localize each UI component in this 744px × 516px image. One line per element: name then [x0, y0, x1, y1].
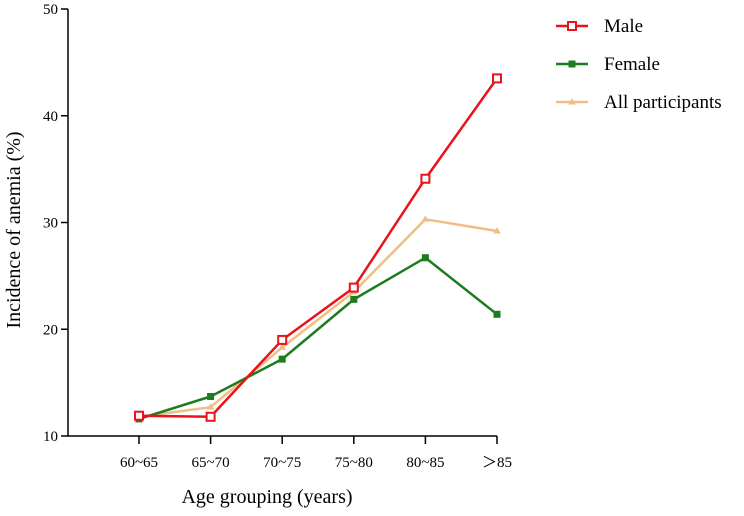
y-axis-title: Incidence of anemia (%): [3, 131, 25, 328]
data-point: [567, 21, 577, 31]
data-point: [421, 254, 429, 262]
x-axis-title: Age grouping (years): [181, 486, 352, 508]
series-line: [138, 256, 498, 421]
x-tick-label: 70~75: [263, 455, 301, 471]
axes: 10 20 30 40 50 60~65 65~70 70~75 75~80 80~85 ＞85: [43, 2, 512, 471]
data-point: [420, 173, 431, 184]
data-point: [568, 60, 576, 68]
series-line: [138, 218, 498, 419]
legend-label: All participants: [604, 92, 722, 113]
x-tick-label: 65~70: [192, 455, 230, 471]
series-layer: [134, 73, 502, 423]
legend-item-female: Female: [556, 54, 660, 75]
legend-item-male: Male: [556, 16, 643, 37]
data-point: [206, 403, 215, 410]
data-point: [493, 310, 501, 318]
data-point: [568, 98, 576, 105]
data-point: [421, 215, 430, 222]
data-point: [205, 411, 216, 422]
series-all-participants: [135, 215, 501, 420]
y-tick-label: 40: [43, 109, 58, 125]
series-female: [135, 254, 501, 423]
data-point: [493, 227, 501, 234]
legend-item-all-participants: All participants: [556, 92, 722, 113]
data-point: [278, 355, 286, 363]
series-male: [134, 73, 502, 422]
data-point: [277, 334, 288, 345]
legend-label: Female: [604, 54, 660, 75]
data-point: [350, 295, 358, 303]
legend: Male Female All participants: [556, 16, 722, 113]
y-tick-label: 50: [43, 2, 58, 18]
y-tick-label: 30: [43, 216, 58, 232]
data-point: [348, 282, 359, 293]
x-tick-label: ＞85: [482, 455, 512, 471]
y-tick-label: 20: [43, 322, 58, 338]
x-tick-label: 75~80: [335, 455, 373, 471]
x-tick-label: 60~65: [120, 455, 158, 471]
data-point: [492, 73, 502, 84]
data-point: [207, 393, 215, 401]
data-point: [134, 410, 144, 421]
y-tick-label: 10: [43, 429, 58, 445]
legend-label: Male: [604, 16, 643, 37]
x-tick-label: 80~85: [406, 455, 444, 471]
series-line: [138, 77, 499, 419]
data-point: [278, 343, 287, 350]
